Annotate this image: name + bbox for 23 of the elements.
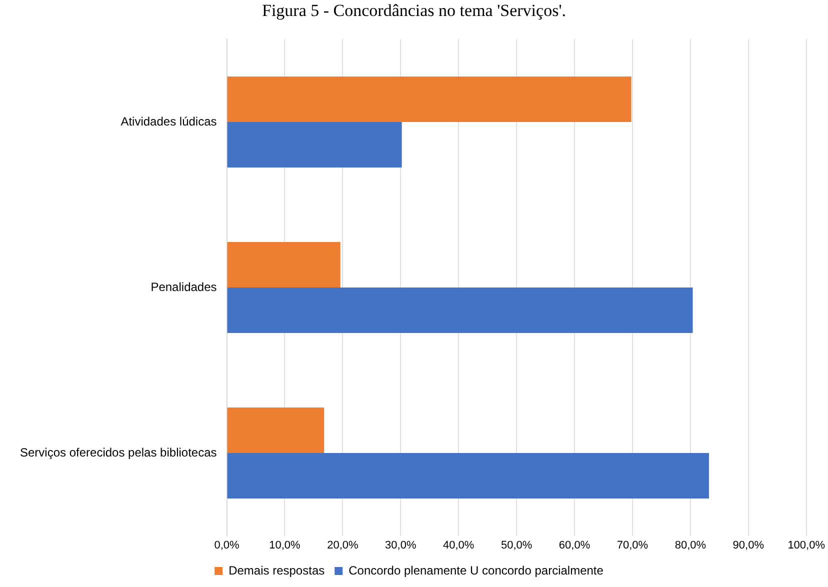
x-tick-label: 100,0% bbox=[788, 539, 826, 552]
y-tick-label: Atividades lúdicas bbox=[120, 114, 217, 128]
x-tick-label: 10,0% bbox=[269, 539, 301, 552]
x-tick-label: 20,0% bbox=[327, 539, 358, 552]
x-tick-label: 30,0% bbox=[385, 539, 416, 552]
legend-label: Demais respostas bbox=[228, 563, 325, 578]
x-tick-label: 70,0% bbox=[616, 539, 648, 552]
y-tick-label: Penalidades bbox=[150, 280, 217, 294]
bar bbox=[227, 122, 402, 168]
bar bbox=[227, 408, 324, 454]
bar bbox=[227, 76, 632, 122]
bar bbox=[227, 288, 693, 334]
x-tick-label: 60,0% bbox=[558, 539, 590, 552]
x-tick-label: 0,0% bbox=[214, 539, 240, 552]
x-tick-label: 90,0% bbox=[732, 539, 764, 552]
x-tick-label: 40,0% bbox=[443, 539, 474, 552]
legend-label: Concordo plenamente U concordo parcialmente bbox=[348, 563, 604, 578]
y-tick-label: Serviços oferecidos pelas bibliotecas bbox=[20, 445, 217, 460]
chart-title: Figura 5 - Concordâncias no tema 'Serviços'. bbox=[260, 0, 568, 22]
x-tick-label: 80,0% bbox=[674, 539, 706, 552]
bar bbox=[227, 453, 709, 499]
bar bbox=[227, 242, 340, 288]
x-tick-label: 50,0% bbox=[500, 539, 532, 552]
